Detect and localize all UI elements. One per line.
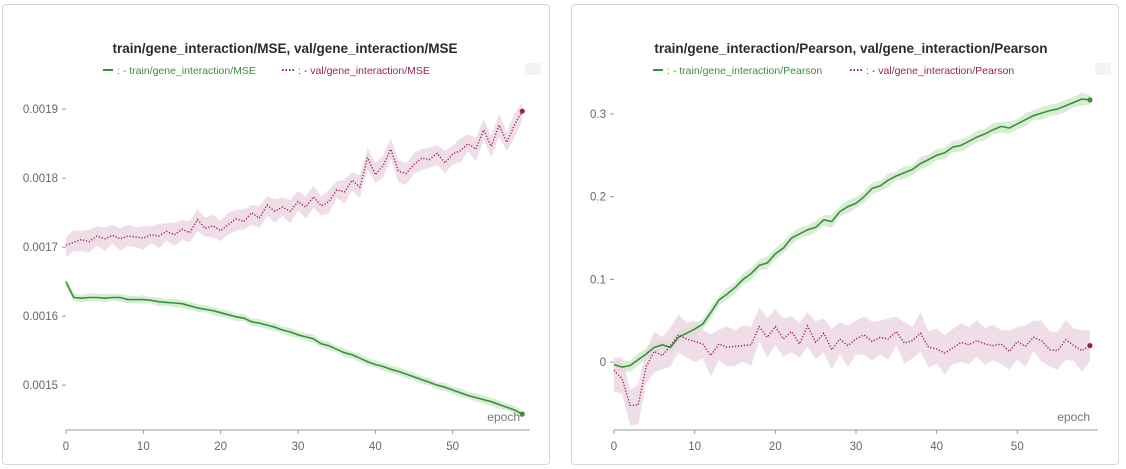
pearson-plot-area: 0 0.1 0.2 0.3 0 10 20 30 40 50 <box>590 92 1098 453</box>
pearson-y-tick-label: 0.2 <box>590 192 606 204</box>
pearson-series-0-end-point[interactable] <box>1087 97 1093 103</box>
mse-chart-panel: train/gene_interaction/MSE, val/gene_int… <box>2 4 550 465</box>
mse-y-tick-label: 0.0019 <box>23 104 58 116</box>
pearson-series-0-line[interactable] <box>613 98 1090 368</box>
pearson-legend[interactable]: : - train/gene_interaction/Pearson : - v… <box>653 65 1014 77</box>
mse-x-tick-label: 40 <box>369 441 382 453</box>
mse-x-tick-label: 0 <box>63 441 69 453</box>
mse-y-tick-label: 0.0015 <box>23 380 58 392</box>
mse-x-tick-label: 30 <box>292 441 305 453</box>
pearson-y-tick-label: 0.3 <box>590 109 606 121</box>
mse-series-0-end-point[interactable] <box>519 411 525 417</box>
mse-chart: train/gene_interaction/MSE, val/gene_int… <box>23 41 541 453</box>
pearson-chart: train/gene_interaction/Pearson, val/gene… <box>590 41 1111 453</box>
mse-x-tick-label: 20 <box>214 441 227 453</box>
pearson-series-1-band <box>614 307 1090 426</box>
mse-x-axis-label: epoch <box>487 410 520 424</box>
pearson-series-1-end-point[interactable] <box>1087 343 1093 349</box>
pearson-chart-panel: train/gene_interaction/Pearson, val/gene… <box>571 4 1119 465</box>
pearson-y-tick-label: 0 <box>600 357 606 369</box>
mse-x-tick-label: 50 <box>446 441 459 453</box>
pearson-x-tick-label: 10 <box>688 441 701 453</box>
mse-series-0-line[interactable] <box>65 281 523 415</box>
pearson-x-tick-label: 40 <box>930 441 943 453</box>
mse-x-tick-label: 10 <box>137 441 150 453</box>
mse-y-tick-label: 0.0018 <box>23 173 58 185</box>
mse-legend-scroll-handle[interactable] <box>525 63 541 75</box>
pearson-x-tick-label: 0 <box>611 441 617 453</box>
mse-plot-area: 0.0015 0.0016 0.0017 0.0018 0.0019 0 10 20 30 40 5… <box>23 102 530 453</box>
mse-legend[interactable]: : - train/gene_interaction/MSE : - val/g… <box>103 65 430 77</box>
pearson-x-tick-label: 20 <box>769 441 782 453</box>
pearson-chart-title: train/gene_interaction/Pearson, val/gene… <box>654 41 1047 56</box>
pearson-x-axis-label: epoch <box>1057 410 1090 424</box>
mse-y-tick-label: 0.0016 <box>23 311 58 323</box>
pearson-x-tick-label: 30 <box>850 441 863 453</box>
mse-y-tick-label: 0.0017 <box>23 242 58 254</box>
pearson-x-tick-label: 50 <box>1011 441 1024 453</box>
mse-legend-val-label: : - val/gene_interaction/MSE <box>298 65 430 77</box>
pearson-legend-scroll-handle[interactable] <box>1095 63 1111 75</box>
mse-series-1-line[interactable] <box>65 110 523 246</box>
pearson-series-1-line[interactable] <box>613 324 1091 406</box>
mse-series-1-band <box>66 102 523 258</box>
pearson-legend-train-label: : - train/gene_interaction/Pearson <box>667 65 822 77</box>
pearson-y-tick-label: 0.1 <box>590 274 606 286</box>
mse-legend-train-label: : - train/gene_interaction/MSE <box>117 65 256 77</box>
pearson-legend-val-label: : - val/gene_interaction/Pearson <box>866 65 1014 77</box>
mse-chart-title: train/gene_interaction/MSE, val/gene_int… <box>112 41 457 56</box>
mse-series-1-end-point[interactable] <box>519 108 525 114</box>
